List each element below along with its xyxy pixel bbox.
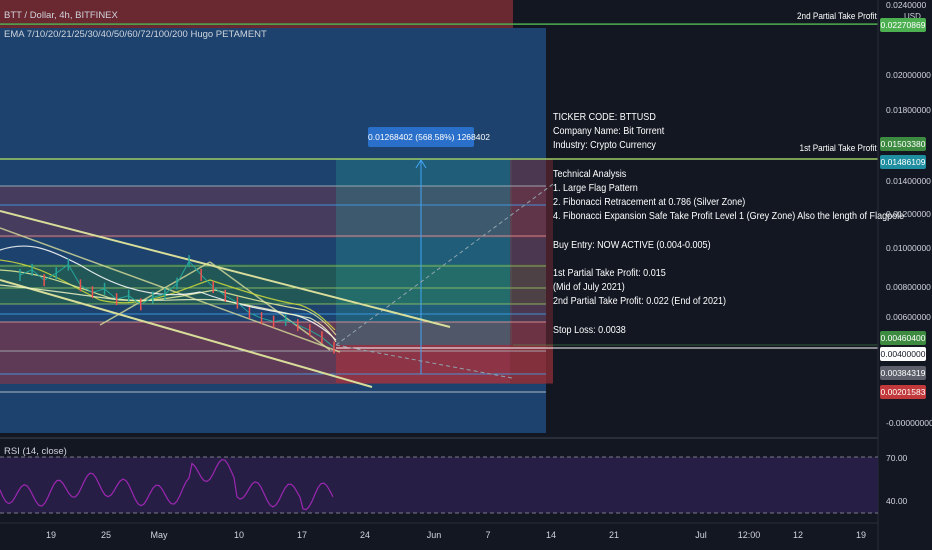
y-tick-label: 0.01200000 bbox=[886, 209, 931, 219]
note-line: (Mid of July 2021) bbox=[553, 281, 625, 294]
x-tick-label: 12 bbox=[792, 530, 804, 540]
y-tick-label: 0.02000000 bbox=[886, 70, 931, 80]
note-line: Company Name: Bit Torrent bbox=[553, 125, 665, 138]
note-line: Buy Entry: NOW ACTIVE (0.004-0.005) bbox=[553, 238, 711, 251]
flag-lower-trendline bbox=[0, 279, 373, 388]
ema-line bbox=[0, 245, 337, 341]
y-tick-top: 0.0240000 bbox=[886, 0, 927, 10]
rsi-upper-tick: 70.00 bbox=[886, 453, 908, 463]
note-line: TICKER CODE: BTTUSD bbox=[553, 111, 656, 123]
ema-line bbox=[0, 259, 336, 331]
target-box-edge bbox=[510, 159, 553, 384]
note-line bbox=[553, 153, 904, 167]
x-tick-label: 10 bbox=[233, 530, 245, 540]
x-tick-label: 24 bbox=[359, 530, 371, 540]
price-tag-tp2: 0.02270869 bbox=[880, 18, 926, 32]
note-line: 2. Fibonacci Retracement at 0.786 (Silve… bbox=[553, 196, 746, 209]
note-line bbox=[553, 252, 904, 266]
x-tick-label: 7 bbox=[485, 530, 491, 540]
x-tick-label: 17 bbox=[296, 530, 308, 540]
price-tag-current: 0.00400000 bbox=[880, 347, 926, 361]
projection-dash-up bbox=[335, 183, 554, 346]
note-line bbox=[553, 224, 904, 238]
target-box bbox=[336, 159, 512, 345]
note-line: 2nd Partial Take Profit: 0.022 (End of 2… bbox=[553, 295, 727, 308]
y-tick-label: 0.00600000 bbox=[886, 312, 931, 322]
x-tick-label: 19 bbox=[855, 530, 867, 540]
y-tick-label: 0.01800000 bbox=[886, 105, 931, 115]
flag-upper-trendline bbox=[0, 210, 451, 328]
analysis-notes: TICKER CODE: BTTUSD Company Name: Bit Tor… bbox=[553, 110, 904, 337]
y-tick-label: 0.00800000 bbox=[886, 282, 931, 292]
fib-zone-green bbox=[0, 264, 546, 304]
note-line: Technical Analysis bbox=[553, 167, 627, 180]
price-tag-entry: 0.00460400 bbox=[880, 331, 926, 345]
ema-line bbox=[0, 284, 337, 343]
y-tick-label: 0.01400000 bbox=[886, 176, 931, 186]
rsi-lower-tick: 40.00 bbox=[886, 496, 908, 506]
measure-label[interactable]: 0.01268402 (568.58%) 1268402 bbox=[368, 127, 490, 147]
x-tick-label: 19 bbox=[45, 530, 57, 540]
x-tick-label: 14 bbox=[545, 530, 557, 540]
note-line bbox=[553, 309, 904, 323]
rsi-band bbox=[0, 457, 878, 513]
y-tick-label: 0.01000000 bbox=[886, 243, 931, 253]
measure-arrow-head bbox=[415, 159, 427, 169]
symbol-title: BTT / Dollar, 4h, BITFINEX bbox=[4, 10, 118, 21]
x-tick-label: Jun bbox=[426, 530, 442, 540]
note-line: Industry: Crypto Currency bbox=[553, 139, 656, 152]
rsi-line bbox=[0, 458, 334, 511]
y-tick-label: -0.00000000 bbox=[886, 418, 932, 428]
price-tag-tp1b: 0.01486109 bbox=[880, 155, 926, 169]
rsi-title: RSI (14, close) bbox=[4, 446, 67, 457]
indicator-title: EMA 7/10/20/21/25/30/40/50/60/72/100/200… bbox=[4, 29, 267, 40]
note-line: 1. Large Flag Pattern bbox=[553, 181, 638, 194]
price-tag-tp1a: 0.01503380 bbox=[880, 137, 926, 151]
note-line: Stop Loss: 0.0038 bbox=[553, 323, 626, 336]
x-tick-label: 25 bbox=[100, 530, 112, 540]
price-tag-stop: 0.00384319 bbox=[880, 366, 926, 380]
x-tick-label: Jul bbox=[695, 530, 707, 540]
currency-label: USD bbox=[904, 12, 921, 21]
x-tick-label: May bbox=[150, 530, 168, 540]
x-tick-label: 12:00 bbox=[737, 530, 761, 540]
second-take-profit-label: 2nd Partial Take Profit bbox=[797, 11, 877, 22]
ema-line bbox=[0, 269, 337, 336]
projection-dash-down bbox=[335, 344, 513, 379]
x-tick-label: 21 bbox=[608, 530, 620, 540]
upper-red-band bbox=[0, 0, 513, 28]
fib-zone-red-upper bbox=[0, 186, 546, 238]
price-tag-low: 0.00201583 bbox=[880, 385, 926, 399]
note-line: 1st Partial Take Profit: 0.015 bbox=[553, 267, 666, 280]
first-take-profit-label: 1st Partial Take Profit bbox=[799, 143, 877, 154]
note-line: 4. Fibonacci Expansion Safe Take Profit … bbox=[553, 210, 905, 223]
